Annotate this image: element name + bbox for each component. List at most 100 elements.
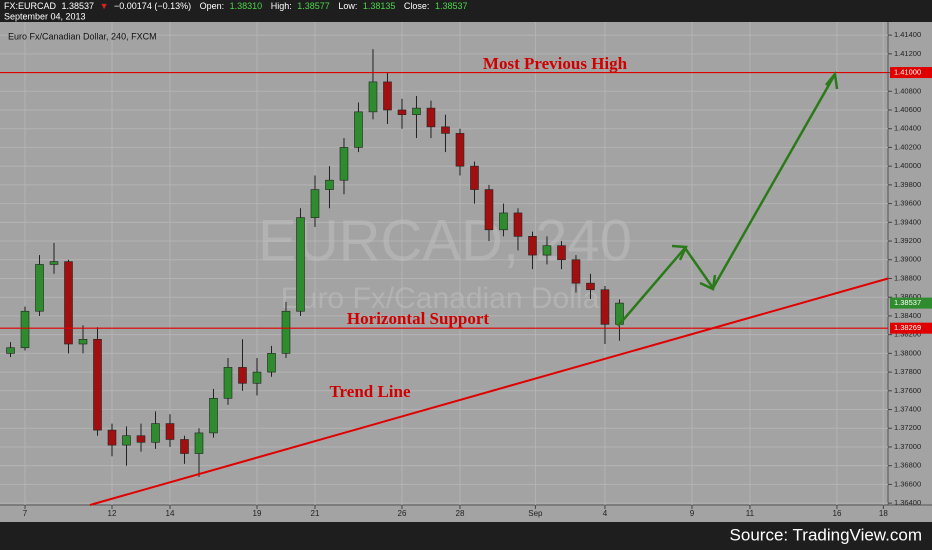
symbol: FX:EURCAD — [4, 1, 57, 11]
y-tick-label: 1.36800 — [894, 461, 921, 470]
annotation: Trend Line — [329, 382, 411, 401]
y-tick-label: 1.40400 — [894, 124, 921, 133]
candle-body — [368, 81, 378, 113]
candle-body — [325, 179, 334, 190]
header-line: FX:EURCAD 1.38537 ▼ −0.00174 (−0.13%) Op… — [4, 1, 467, 11]
y-tick-label: 1.40600 — [894, 105, 921, 114]
price-tag — [890, 67, 932, 79]
x-tick-label: 4 — [603, 509, 608, 518]
x-tick-label: 11 — [746, 509, 755, 518]
y-tick-label: 1.41400 — [894, 30, 921, 39]
price-tag-label: 1.41000 — [894, 68, 921, 77]
forecast-arrows — [617, 70, 839, 327]
y-tick-label: 1.37600 — [894, 386, 921, 395]
x-tick-label: 14 — [166, 509, 175, 518]
y-tick-label: 1.38200 — [894, 330, 921, 339]
price-tag-label: 1.38269 — [894, 323, 921, 332]
candle-body — [180, 439, 189, 454]
arrow-head — [699, 274, 717, 291]
candle-body — [78, 339, 88, 345]
candle-body — [64, 261, 73, 345]
candle-body — [296, 217, 305, 312]
close: 1.38537 — [435, 1, 468, 11]
y-tick-label: 1.39800 — [894, 180, 921, 189]
candle-body — [252, 371, 262, 384]
y-tick-label: 1.40200 — [894, 142, 921, 151]
candle-body — [484, 189, 494, 231]
candle-body — [122, 435, 131, 446]
candle-body — [470, 165, 479, 190]
x-tick-label: 7 — [23, 509, 28, 518]
candle-body — [586, 282, 595, 291]
close-label: Close: — [404, 1, 430, 11]
candle-body — [383, 81, 392, 111]
candle-body — [238, 367, 247, 384]
high-label: High: — [271, 1, 292, 11]
y-tick-label: 1.40800 — [894, 86, 921, 95]
candle-body — [571, 259, 581, 284]
arrow-head — [671, 244, 688, 261]
candle-body — [93, 339, 102, 431]
candle-body — [557, 245, 566, 261]
y-tick-label: 1.39400 — [894, 217, 921, 226]
y-tick-label: 1.39200 — [894, 236, 921, 245]
candle-body — [528, 236, 537, 256]
y-tick-label: 1.38800 — [894, 273, 921, 282]
candle-body — [107, 429, 117, 446]
candle-body — [209, 397, 218, 434]
annotation: Most Previous High — [483, 54, 628, 73]
x-tick-label: Sep — [528, 509, 543, 518]
candle-body — [49, 261, 59, 265]
candle-body — [600, 289, 610, 325]
last: 1.38537 — [62, 1, 95, 11]
price-tag — [890, 322, 932, 334]
source: Source: TradingView.com — [730, 525, 922, 544]
candle-body — [194, 432, 204, 454]
low-label: Low: — [338, 1, 357, 11]
candle-body — [513, 212, 523, 237]
x-tick-label: 18 — [879, 509, 888, 518]
candle-body — [35, 264, 44, 312]
candle-body — [441, 126, 450, 134]
candle-body — [455, 133, 465, 167]
trend-line — [89, 277, 889, 506]
x-tick-label: 19 — [253, 509, 262, 518]
y-tick-label: 1.37000 — [894, 442, 921, 451]
last-price-label: 1.38537 — [894, 298, 921, 307]
forecast-path — [617, 75, 836, 327]
candle-body — [165, 423, 175, 440]
y-tick-label: 1.38400 — [894, 311, 921, 320]
open: 1.38310 — [230, 1, 263, 11]
header-bar — [0, 0, 932, 22]
y-tick-label: 1.39000 — [894, 255, 921, 264]
arrow: ▼ — [100, 1, 109, 11]
y-tick-label: 1.38000 — [894, 348, 921, 357]
candle-body — [281, 310, 291, 354]
y-tick-label: 1.36400 — [894, 498, 921, 507]
open-label: Open: — [200, 1, 225, 11]
y-tick-label: 1.37200 — [894, 423, 921, 432]
candle-body — [354, 111, 363, 148]
candle-body — [267, 353, 276, 373]
candle-body — [499, 212, 508, 231]
candle-body — [397, 109, 407, 115]
annotation: Horizontal Support — [347, 309, 489, 328]
candle-body — [136, 435, 146, 443]
candle-body — [310, 189, 320, 218]
date: September 04, 2013 — [4, 11, 86, 21]
change: −0.00174 (−0.13%) — [114, 1, 191, 11]
candle-body — [542, 245, 552, 256]
y-tick-label: 1.39600 — [894, 199, 921, 208]
y-tick-label: 1.40000 — [894, 161, 921, 170]
x-tick-label: 16 — [833, 509, 842, 518]
candle-body — [20, 310, 30, 349]
x-tick-label: 9 — [690, 509, 695, 518]
candle-body — [426, 107, 436, 128]
y-tick-label: 1.37800 — [894, 367, 921, 376]
y-tick-label: 1.37400 — [894, 405, 921, 414]
y-tick-label: 1.38600 — [894, 292, 921, 301]
watermark: Euro Fx/Canadian Dollar — [281, 282, 610, 315]
candle-body — [412, 107, 421, 115]
